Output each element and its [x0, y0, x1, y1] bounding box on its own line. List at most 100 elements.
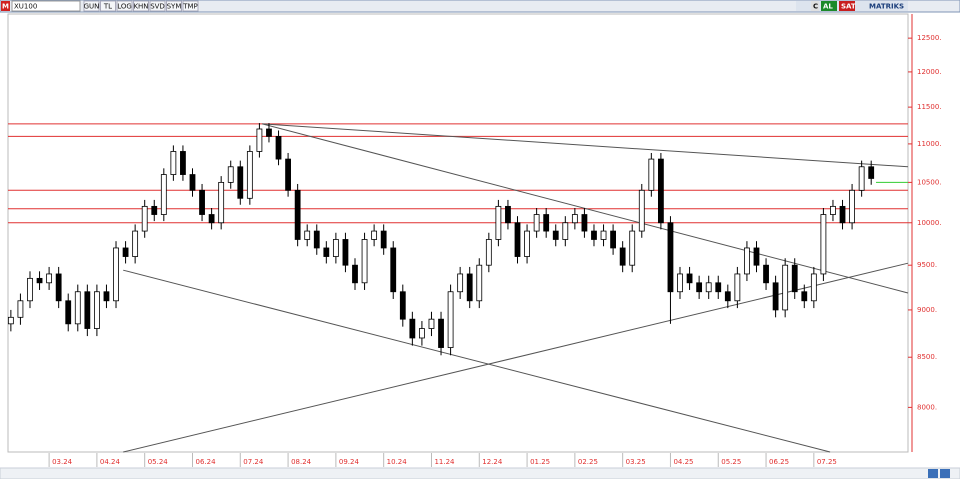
candle-body [705, 282, 712, 293]
candle-body [246, 151, 253, 199]
toolbar-right-box[interactable] [867, 1, 907, 11]
plot-frame [7, 13, 909, 453]
candle-body [256, 128, 263, 152]
x-tick-label: 11.24 [434, 458, 455, 466]
candle-body [552, 230, 559, 240]
y-tick-label: 11000. [917, 140, 942, 148]
candle-body [791, 264, 798, 293]
candle-body [724, 291, 731, 302]
toolbar: M XU100 GUN TL LOG KHN SVD SYM TMP C AL SAT MATRIK… [0, 0, 960, 13]
candle-body [514, 222, 521, 257]
x-tick-label: 04.24 [100, 458, 121, 466]
candle-body [380, 230, 387, 249]
x-tick-label: 05.24 [148, 458, 169, 466]
toolbar-button[interactable] [116, 0, 133, 12]
candle-body [485, 239, 492, 266]
toolbar-button[interactable] [100, 0, 116, 12]
toolbar-right-box[interactable] [821, 1, 837, 11]
candle-body [36, 277, 43, 284]
candle-body [648, 158, 655, 191]
candle-body [323, 247, 330, 257]
candle-body [667, 222, 674, 293]
candle-body [830, 205, 836, 215]
trend-line [123, 269, 831, 453]
candle-body [524, 230, 530, 257]
trend-line [262, 123, 909, 294]
candle-body [103, 291, 110, 302]
candle-body [734, 273, 741, 302]
toolbar-button-label: GUN [84, 3, 100, 11]
toolbar-button[interactable] [83, 0, 100, 12]
candle-body [304, 230, 311, 240]
candle-body [858, 166, 865, 191]
y-tick-label: 12000. [917, 68, 942, 76]
candle-body [810, 273, 817, 302]
toolbar-button[interactable] [133, 0, 149, 12]
nav-button[interactable] [940, 469, 950, 478]
candle-body [84, 291, 91, 329]
y-tick-label: 12500. [917, 34, 942, 42]
candle-body [342, 239, 349, 266]
candle-body [495, 205, 502, 240]
candle-body [390, 247, 397, 293]
candle-body [562, 222, 569, 240]
y-tick-label: 10000. [917, 219, 942, 227]
x-tick-label: 01.25 [530, 458, 550, 466]
toolbar-button-label: SVD [150, 3, 165, 11]
y-tick-label: 8000. [917, 403, 937, 411]
toolbar-button[interactable] [149, 0, 166, 12]
candle-body [849, 189, 855, 224]
x-tick-label: 07.25 [817, 458, 837, 466]
candle-body [208, 214, 215, 224]
toolbar-right-box[interactable] [811, 1, 819, 11]
candle-body [610, 230, 616, 249]
candle-body [686, 273, 693, 284]
candle-body [74, 291, 81, 325]
toolbar-button[interactable] [166, 0, 182, 12]
candle-body [313, 230, 320, 249]
candle-body [696, 282, 703, 293]
candle-body [132, 230, 139, 257]
candle-body [141, 205, 148, 232]
candle-body [677, 273, 683, 293]
candle-body [820, 214, 827, 275]
x-tick-label: 07.24 [243, 458, 264, 466]
candle-body [285, 158, 291, 191]
candle-body [113, 247, 119, 302]
x-tick-label: 10.24 [387, 458, 408, 466]
candle-body [619, 247, 626, 266]
candle-body [753, 247, 760, 266]
candle-body [275, 136, 282, 160]
toolbar-button[interactable] [182, 0, 199, 12]
candle-body [782, 264, 789, 311]
candle-body [657, 158, 664, 224]
candle-body [294, 189, 301, 240]
candle-body [7, 316, 14, 325]
candle-body [543, 214, 550, 232]
toolbar-right-box[interactable] [839, 1, 855, 11]
candle-body [457, 273, 464, 293]
candle-body [839, 205, 846, 224]
symbol-box[interactable] [11, 0, 81, 12]
candle-body [237, 166, 244, 199]
toolbar-right-label: AL [823, 3, 833, 11]
y-tick-label: 9000. [917, 306, 937, 314]
candle-body [868, 166, 875, 179]
nav-button[interactable] [928, 469, 938, 478]
candle-body [466, 273, 473, 302]
toolbar-right-label: SAT [841, 3, 856, 11]
candle-body [533, 214, 540, 232]
x-tick-label: 06.25 [769, 458, 789, 466]
candle-body [371, 230, 378, 240]
candle-body [505, 205, 511, 224]
candle-body [591, 230, 597, 240]
candle-body [332, 239, 339, 257]
x-tick-label: 03.24 [52, 458, 73, 466]
candle-body [352, 264, 358, 284]
x-tick-label: 05.25 [721, 458, 741, 466]
candle-body [419, 328, 425, 339]
candle-body [170, 151, 177, 175]
